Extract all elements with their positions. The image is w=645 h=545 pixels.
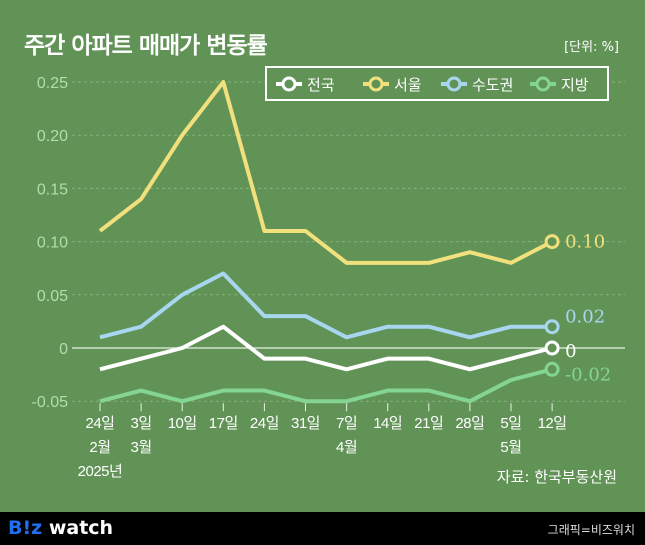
footer: B!z watch 그래픽=비즈워치 — [0, 512, 645, 545]
legend-marker — [535, 76, 551, 92]
legend-marker — [281, 76, 297, 92]
x-tick-label: 5월 — [500, 439, 521, 456]
x-tick-label: 21일 — [414, 415, 443, 432]
y-tick-label: 0 — [59, 341, 68, 358]
legend-marker — [446, 76, 462, 92]
source-label: 자료: 한국부동산원 — [496, 468, 617, 486]
y-tick-label: -0.05 — [32, 394, 69, 411]
end-value-label: 0.10 — [565, 232, 605, 253]
x-tick-label: 28일 — [455, 415, 484, 432]
y-tick-label: 0.15 — [37, 181, 68, 198]
x-tick-label: 7일 — [336, 415, 357, 432]
end-marker — [544, 361, 560, 377]
x-tick-label: 10일 — [168, 415, 197, 432]
x-tick-label: 4월 — [336, 439, 357, 456]
x-tick-label: 5일 — [500, 415, 521, 432]
unit-label: [단위: %] — [564, 40, 619, 55]
end-value-label: 0 — [565, 341, 576, 362]
series-line-서울 — [98, 80, 554, 265]
x-tick-label: 24일 — [86, 415, 115, 432]
x-tick-label: 24일 — [250, 415, 279, 432]
y-tick-label: 0.05 — [37, 288, 68, 305]
series-line-수도권 — [99, 271, 553, 340]
end-value-label: -0.02 — [565, 364, 611, 385]
credit-label: 그래픽=비즈워치 — [547, 523, 635, 537]
end-marker — [544, 340, 560, 356]
y-tick-label: 0.10 — [37, 235, 68, 252]
end-marker — [544, 319, 560, 335]
chart-title: 주간 아파트 매매가 변동률 — [24, 33, 268, 59]
x-tick-label: 17일 — [209, 415, 238, 432]
legend-label: 수도권 — [472, 76, 513, 94]
x-tick-label: 14일 — [373, 415, 402, 432]
end-value-label: 0.02 — [565, 307, 605, 328]
y-tick-label: 0.25 — [37, 75, 68, 92]
x-tick-label: 2025년 — [78, 463, 123, 480]
legend-marker — [368, 76, 384, 92]
line-chart: 0.25 0.20 0.15 0.10 0.05 0 -0.05 24일 2월 2025년 3일 3월… — [32, 66, 625, 480]
x-tick-label: 3일 — [131, 415, 152, 432]
x-tick-label: 31일 — [291, 415, 320, 432]
bizwatch-logo: B!z watch — [8, 517, 114, 539]
x-tick-label: 3월 — [131, 439, 152, 456]
end-marker — [544, 234, 560, 250]
y-tick-label: 0.20 — [37, 128, 68, 145]
legend-label: 지방 — [561, 76, 589, 94]
x-tick-label: 2월 — [89, 439, 110, 456]
legend-label: 서울 — [394, 76, 422, 94]
series-line-전국 — [99, 324, 553, 372]
legend-label: 전국 — [307, 76, 335, 94]
series-line-지방 — [99, 367, 553, 404]
x-tick-label: 12일 — [538, 415, 567, 432]
